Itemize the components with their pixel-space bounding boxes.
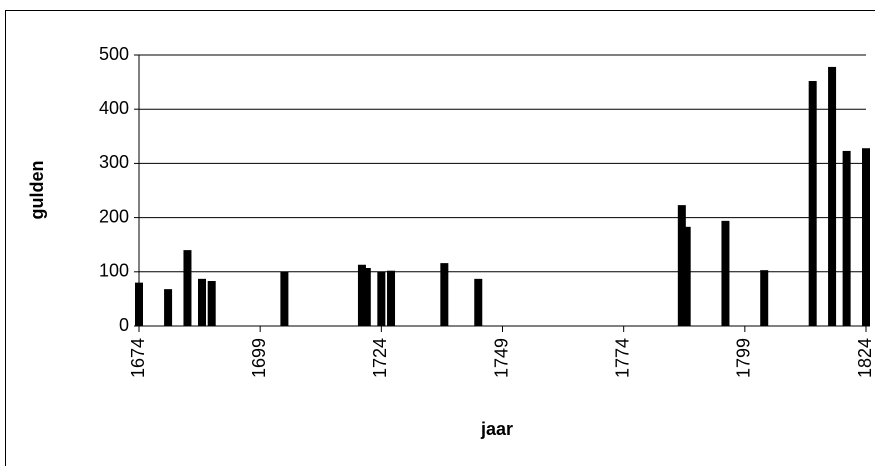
x-tick-label: 1699 <box>249 338 269 378</box>
chart-border <box>5 10 875 466</box>
y-axis-label: gulden <box>27 161 47 220</box>
y-tick-label: 100 <box>99 261 129 281</box>
y-tick-label: 0 <box>119 315 129 335</box>
bar <box>842 150 851 326</box>
bar <box>862 148 870 326</box>
bar <box>207 281 216 326</box>
bar <box>198 278 207 326</box>
bar <box>377 271 386 326</box>
y-tick-label: 300 <box>99 152 129 172</box>
bar <box>362 268 371 326</box>
bar <box>135 282 143 326</box>
y-tick-label: 500 <box>99 44 129 64</box>
bar <box>682 226 691 326</box>
bar <box>721 220 730 326</box>
bar <box>357 264 366 326</box>
bar <box>474 278 483 326</box>
bar <box>808 81 817 327</box>
y-tick-label: 400 <box>99 98 129 118</box>
bar <box>828 66 837 326</box>
x-tick-label: 1774 <box>612 338 632 378</box>
x-tick-label: 1724 <box>370 338 390 378</box>
bar <box>164 289 173 326</box>
y-tick-label: 200 <box>99 206 129 226</box>
bar <box>677 205 686 326</box>
x-tick-label: 1799 <box>734 338 754 378</box>
bar <box>760 270 769 326</box>
x-tick-label: 1674 <box>128 338 148 378</box>
x-tick-label: 1749 <box>491 338 511 378</box>
x-tick-label: 1824 <box>855 338 875 378</box>
bar <box>440 263 449 326</box>
x-axis-label: jaar <box>480 419 513 439</box>
bar <box>280 271 289 326</box>
bar <box>183 250 192 326</box>
bar <box>387 270 396 326</box>
